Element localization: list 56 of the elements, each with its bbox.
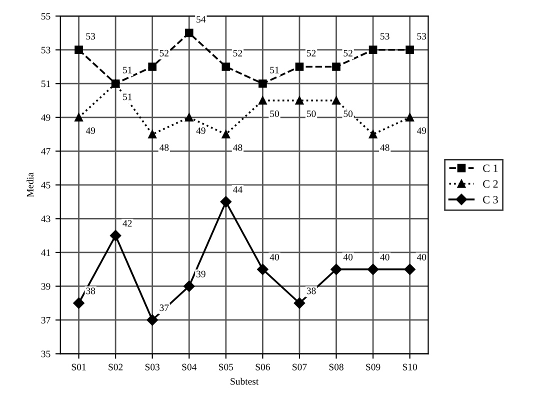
data-label: 37 — [160, 304, 169, 312]
data-label: 40 — [343, 254, 353, 260]
x-tick-label: S09 — [366, 364, 380, 370]
x-axis-title: Subtest — [230, 378, 259, 385]
data-label: 52 — [160, 50, 168, 56]
x-tick-label: S01 — [72, 364, 86, 370]
y-tick-label: 41 — [41, 249, 50, 256]
data-label: 39 — [196, 270, 206, 278]
legend-label: C 1 — [483, 164, 498, 172]
x-tick-label: S03 — [145, 364, 160, 370]
data-label: 52 — [344, 50, 352, 56]
y-tick-label: 51 — [42, 80, 50, 88]
y-tick-label: 43 — [41, 216, 50, 222]
y-tick-label: 53 — [42, 46, 50, 54]
data-label: 49 — [86, 127, 96, 134]
y-tick-label: 37 — [41, 316, 50, 324]
data-label: 54 — [196, 16, 206, 23]
data-label: 48 — [380, 144, 390, 151]
data-label: 53 — [380, 33, 390, 40]
data-label: 49 — [416, 127, 426, 134]
y-tick-label: 39 — [41, 283, 50, 290]
data-label: 44 — [233, 186, 242, 193]
data-label: 51 — [123, 94, 132, 100]
x-tick-label: S05 — [219, 364, 234, 370]
y-tick-label: 35 — [41, 350, 50, 358]
data-label: 38 — [86, 288, 96, 294]
data-label: 40 — [270, 254, 279, 260]
data-label: 53 — [86, 33, 96, 40]
y-tick-label: 45 — [41, 182, 50, 188]
data-label: 49 — [196, 127, 206, 134]
x-tick-label: S04 — [182, 364, 197, 370]
data-label: 38 — [306, 288, 316, 294]
legend-label: C 2 — [483, 180, 498, 188]
x-tick-label: S08 — [329, 364, 344, 370]
data-label: 48 — [159, 144, 169, 151]
x-tick-label: S07 — [292, 364, 307, 370]
x-tick-label: S10 — [402, 364, 418, 370]
y-tick-label: 49 — [41, 114, 50, 121]
y-axis-title: Media — [26, 172, 34, 198]
x-tick-label: S02 — [108, 364, 123, 370]
y-tick-label: 47 — [41, 148, 50, 155]
data-label: 51 — [270, 66, 279, 74]
data-label: 48 — [233, 144, 242, 151]
data-label: 52 — [233, 50, 242, 56]
data-label: 52 — [306, 50, 316, 56]
data-label: 40 — [380, 254, 390, 260]
data-label: 40 — [416, 254, 426, 260]
data-label: 50 — [270, 110, 279, 118]
data-label: 50 — [306, 110, 316, 118]
data-label: 53 — [417, 33, 426, 40]
data-label: 50 — [344, 110, 353, 118]
data-label: 51 — [123, 66, 132, 74]
y-tick-label: 55 — [42, 13, 50, 20]
x-tick-label: S06 — [256, 364, 270, 370]
data-label: 42 — [122, 220, 132, 227]
legend-label: C 3 — [483, 196, 498, 204]
